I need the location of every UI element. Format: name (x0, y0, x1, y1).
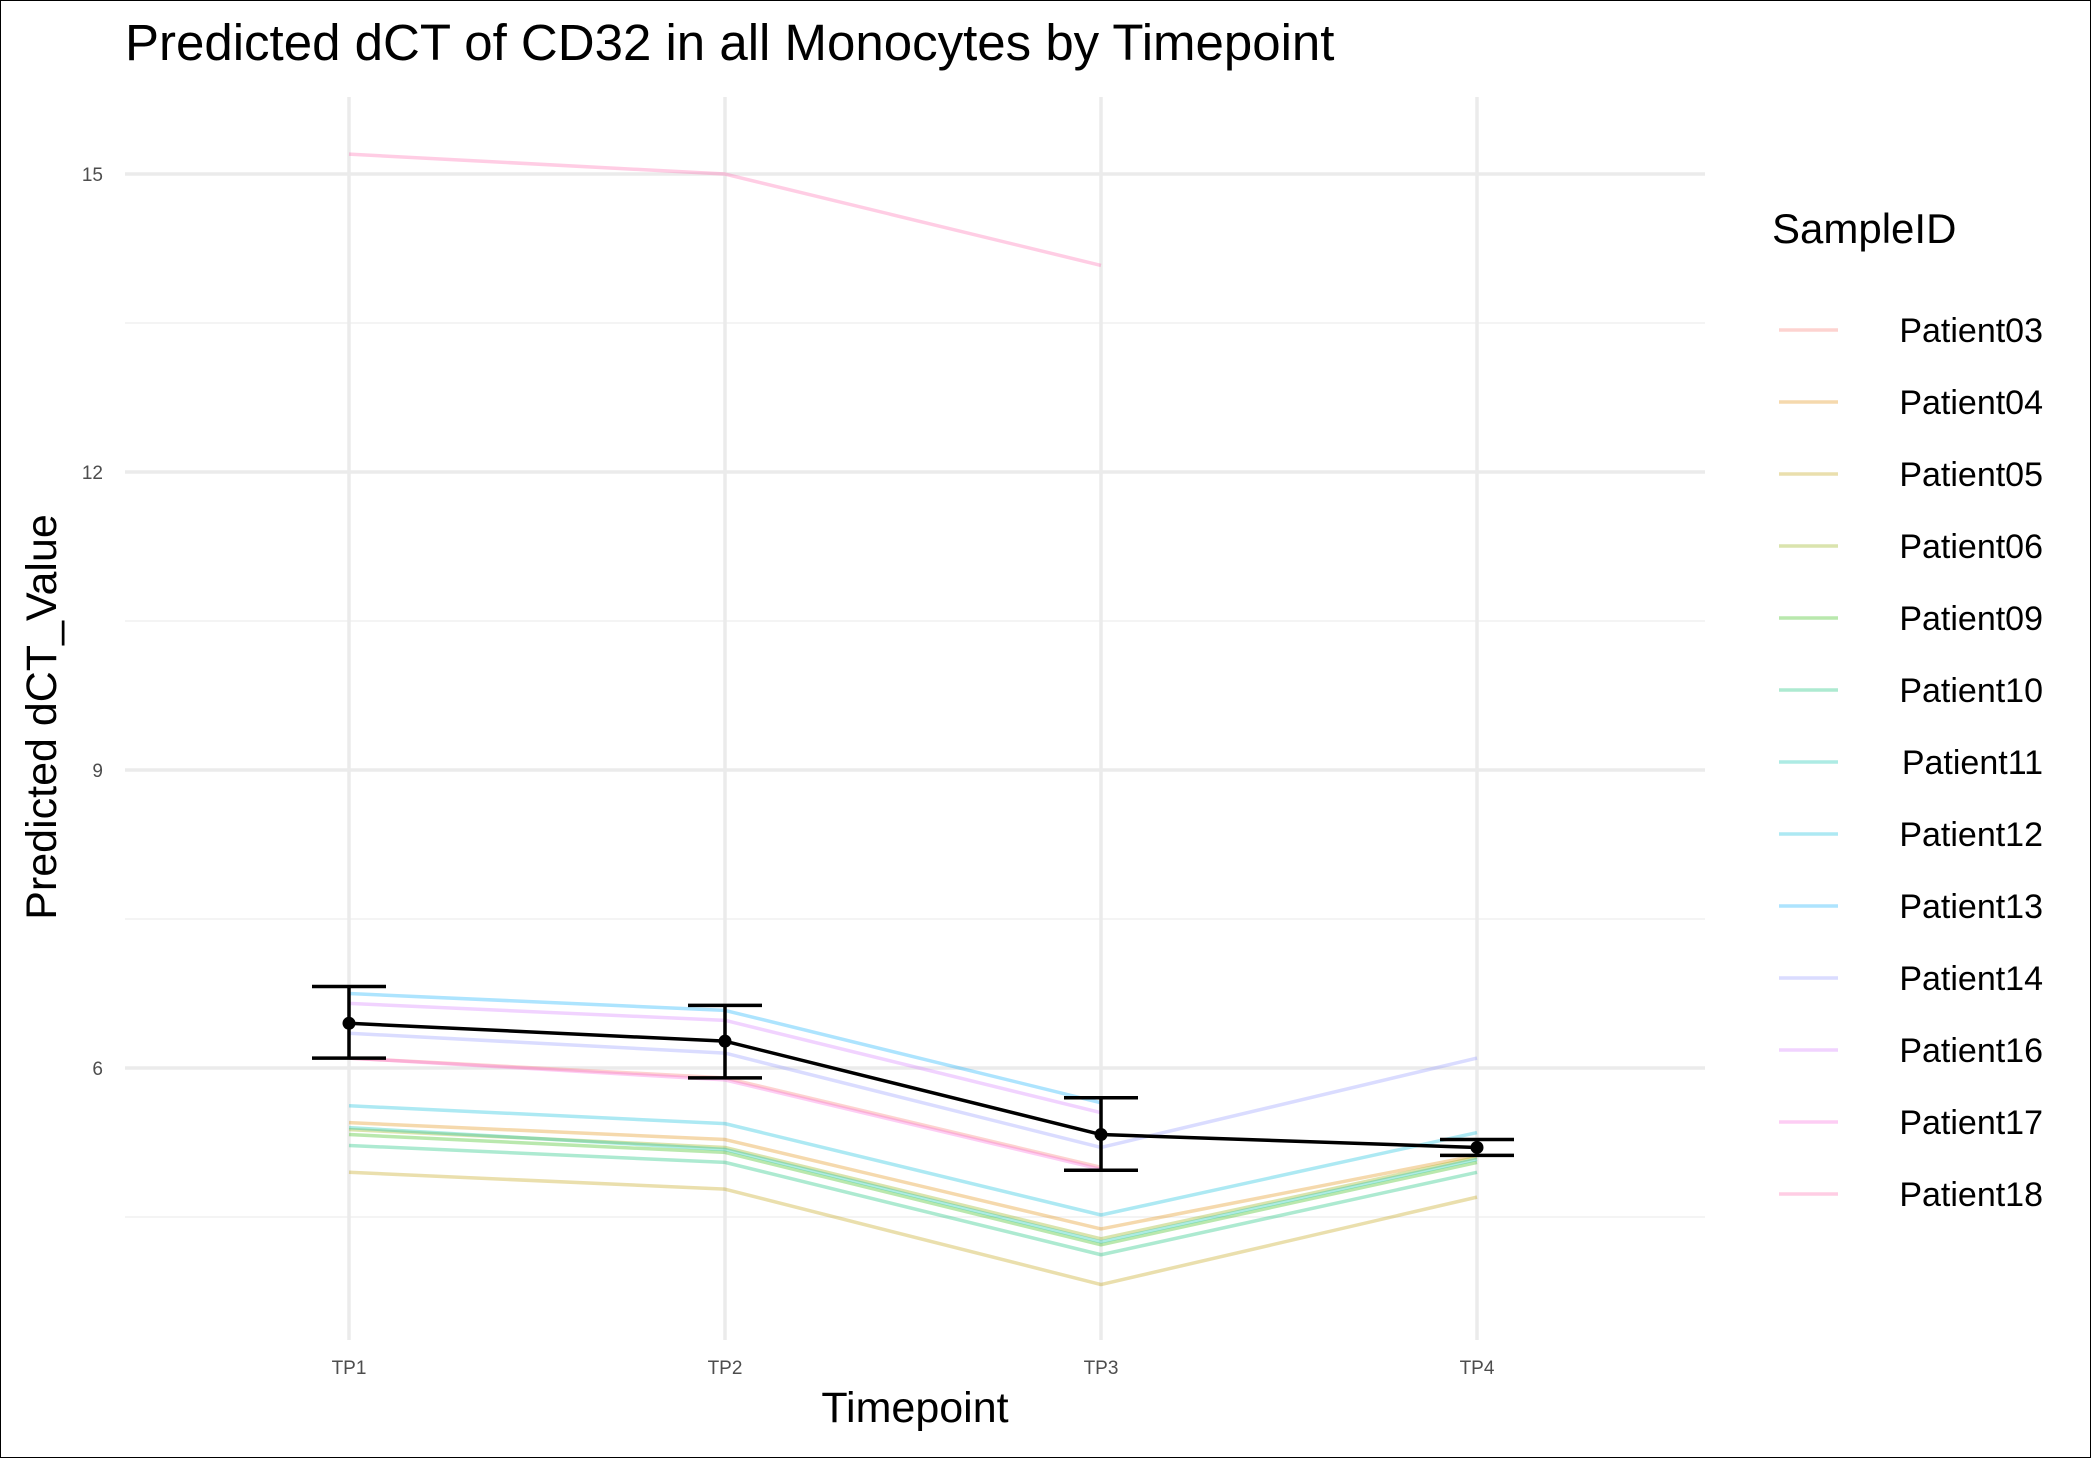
legend-label: Patient11 (1902, 744, 2043, 782)
series-line-patient05 (348, 1170, 1478, 1287)
x-tick-label: TP2 (708, 1358, 743, 1379)
legend-item: Patient09 (1779, 600, 2043, 638)
legend-label: Patient06 (1899, 528, 2043, 566)
y-tick-label: 15 (82, 165, 103, 186)
mean-layer (312, 984, 1514, 1173)
legend-label: Patient09 (1899, 600, 2043, 638)
x-tick-label: TP4 (1460, 1358, 1495, 1379)
legend-label: Patient17 (1899, 1104, 2043, 1142)
mean-point (342, 1016, 356, 1030)
legend-item: Patient10 (1779, 672, 2043, 710)
legend-label: Patient12 (1899, 816, 2043, 854)
legend-label: Patient18 (1899, 1176, 2043, 1214)
mean-point (1094, 1128, 1108, 1142)
legend-label: Patient14 (1899, 960, 2043, 998)
legend-label: Patient10 (1899, 672, 2043, 710)
x-tick-label: TP1 (332, 1358, 367, 1379)
legend-label: Patient04 (1899, 384, 2043, 422)
legend-item: Patient17 (1779, 1104, 2043, 1142)
chart-title: Predicted dCT of CD32 in all Monocytes b… (125, 14, 1334, 71)
legend-item: Patient18 (1779, 1176, 2043, 1214)
legend-label: Patient03 (1899, 312, 2043, 350)
series-line-patient04 (348, 1120, 1478, 1231)
legend-items: Patient03 Patient04 Patient05 Patient06 Pati… (1779, 312, 2043, 1214)
legend-item: Patient03 (1779, 312, 2043, 350)
y-tick-label: 12 (82, 463, 103, 484)
legend-item: Patient04 (1779, 384, 2043, 422)
legend-item: Patient16 (1779, 1032, 2043, 1070)
series-line-patient18 (348, 152, 1102, 268)
legend-item: Patient05 (1779, 456, 2043, 494)
mean-point (718, 1034, 732, 1048)
legend-label: Patient13 (1899, 888, 2043, 926)
y-axis-ticks: 6 9 12 15 (82, 165, 103, 1080)
x-tick-label: TP3 (1084, 1358, 1119, 1379)
series-line-patient12 (348, 1103, 1478, 1217)
series-line-patient11 (348, 1125, 1478, 1244)
legend-label: Patient05 (1899, 456, 2043, 494)
mean-point (1470, 1140, 1484, 1154)
mean-line (348, 1021, 1478, 1150)
legend-item: Patient11 (1779, 744, 2043, 782)
grid (125, 97, 1705, 1340)
legend: SampleID Patient03Patient04Patient05Pati… (1772, 205, 2043, 1214)
legend-item: Patient06 (1779, 528, 2043, 566)
y-axis-title: Predicted dCT_Value (18, 514, 66, 920)
x-axis-ticks: TP1 TP2 TP3 TP4 (332, 1358, 1495, 1379)
legend-item: Patient13 (1779, 888, 2043, 926)
series-line-patient14 (348, 1031, 1478, 1150)
series-line-patient09 (348, 1132, 1478, 1247)
y-tick-label: 9 (92, 761, 103, 782)
y-tick-label: 6 (92, 1059, 103, 1080)
legend-item: Patient12 (1779, 816, 2043, 854)
legend-title: SampleID (1772, 205, 1956, 252)
legend-item: Patient14 (1779, 960, 2043, 998)
x-axis-title: Timepoint (821, 1384, 1008, 1432)
series-line-patient06 (348, 1127, 1478, 1241)
series-line-patient17 (348, 1056, 1102, 1172)
legend-label: Patient16 (1899, 1032, 2043, 1070)
series-line-patient10 (348, 1143, 1478, 1257)
